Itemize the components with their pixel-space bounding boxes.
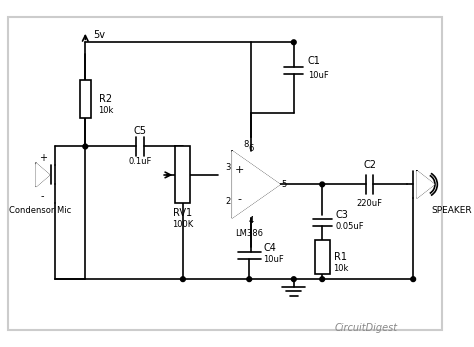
Text: 6: 6	[248, 144, 254, 153]
Text: C4: C4	[264, 243, 276, 253]
Text: C5: C5	[134, 126, 147, 136]
Text: 5v: 5v	[93, 29, 105, 40]
Text: 10k: 10k	[99, 106, 114, 115]
Text: 220uF: 220uF	[356, 199, 383, 208]
Text: 4: 4	[248, 216, 254, 225]
Text: 0.05uF: 0.05uF	[336, 222, 364, 231]
Text: C3: C3	[336, 210, 348, 220]
Text: 10k: 10k	[334, 264, 349, 273]
Circle shape	[292, 40, 296, 45]
Text: +: +	[39, 153, 46, 163]
Text: +: +	[235, 165, 245, 175]
Text: 100K: 100K	[172, 220, 193, 229]
Circle shape	[83, 144, 88, 149]
Polygon shape	[232, 151, 280, 218]
Text: 10uF: 10uF	[264, 255, 284, 264]
Circle shape	[320, 277, 325, 281]
Text: R2: R2	[99, 94, 112, 104]
Text: CircuitDigest: CircuitDigest	[335, 323, 398, 333]
Bar	[80, 80, 91, 118]
Text: R1: R1	[334, 252, 346, 262]
Text: 5: 5	[282, 180, 287, 189]
Text: RV1: RV1	[173, 208, 192, 218]
Polygon shape	[417, 171, 434, 198]
Bar	[315, 240, 330, 274]
Text: SPEAKER: SPEAKER	[431, 206, 472, 215]
Bar	[175, 146, 191, 203]
Circle shape	[320, 182, 325, 187]
Text: 0.1uF: 0.1uF	[128, 157, 152, 166]
Text: -: -	[41, 191, 45, 201]
Circle shape	[181, 277, 185, 281]
Circle shape	[292, 277, 296, 281]
Text: 2: 2	[225, 197, 230, 206]
Circle shape	[411, 277, 416, 281]
Text: C2: C2	[363, 160, 376, 170]
Text: 8: 8	[244, 140, 249, 149]
Polygon shape	[36, 163, 49, 186]
Text: LM386: LM386	[235, 229, 263, 238]
Text: 3: 3	[225, 163, 230, 172]
Text: Condensor Mic: Condensor Mic	[9, 206, 71, 215]
Text: C1: C1	[308, 56, 321, 66]
Circle shape	[247, 277, 252, 281]
Text: 10uF: 10uF	[308, 71, 329, 80]
Text: -: -	[238, 194, 242, 204]
